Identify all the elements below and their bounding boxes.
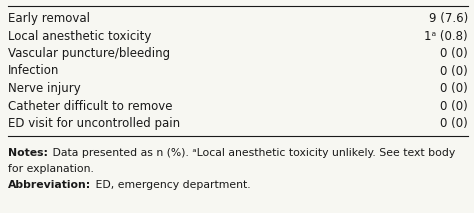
Text: ED, emergency department.: ED, emergency department. bbox=[92, 180, 251, 190]
Text: Catheter difficult to remove: Catheter difficult to remove bbox=[8, 99, 173, 112]
Text: Data presented as n (%). ᵃLocal anesthetic toxicity unlikely. See text body: Data presented as n (%). ᵃLocal anesthet… bbox=[49, 148, 455, 158]
Text: 0 (0): 0 (0) bbox=[440, 82, 468, 95]
Text: 0 (0): 0 (0) bbox=[440, 65, 468, 78]
Text: Notes:: Notes: bbox=[8, 148, 48, 158]
Text: Abbreviation:: Abbreviation: bbox=[8, 180, 91, 190]
Text: 0 (0): 0 (0) bbox=[440, 47, 468, 60]
Text: 9 (7.6): 9 (7.6) bbox=[429, 12, 468, 25]
Text: 1ᵃ (0.8): 1ᵃ (0.8) bbox=[424, 29, 468, 43]
Text: for explanation.: for explanation. bbox=[8, 164, 94, 174]
Text: Vascular puncture/bleeding: Vascular puncture/bleeding bbox=[8, 47, 170, 60]
Text: Local anesthetic toxicity: Local anesthetic toxicity bbox=[8, 29, 151, 43]
Text: 0 (0): 0 (0) bbox=[440, 117, 468, 130]
Text: Infection: Infection bbox=[8, 65, 59, 78]
Text: 0 (0): 0 (0) bbox=[440, 99, 468, 112]
Text: Early removal: Early removal bbox=[8, 12, 90, 25]
Text: ED visit for uncontrolled pain: ED visit for uncontrolled pain bbox=[8, 117, 180, 130]
Text: Nerve injury: Nerve injury bbox=[8, 82, 81, 95]
